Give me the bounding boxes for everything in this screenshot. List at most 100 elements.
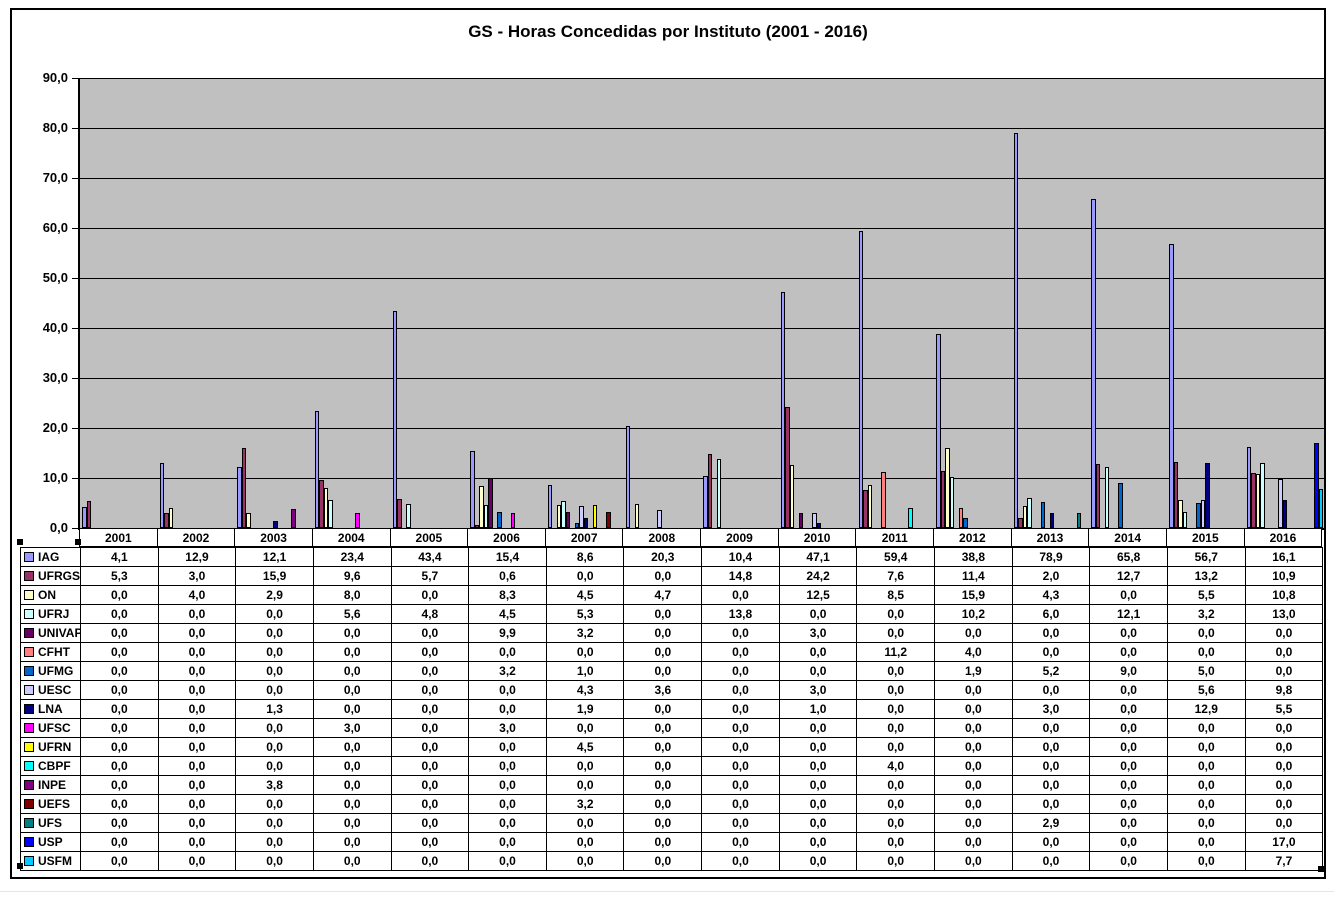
- plot-area[interactable]: [78, 78, 1324, 530]
- bar-UNIVAP-2010[interactable]: [798, 513, 804, 528]
- bar-IAG-2001[interactable]: [82, 507, 87, 528]
- legend-item-USFM[interactable]: USFM: [21, 852, 81, 871]
- bar-ON-2013[interactable]: [1022, 506, 1028, 528]
- bar-UFMG-2015[interactable]: [1196, 503, 1201, 528]
- bar-IAG-2003[interactable]: [237, 467, 242, 528]
- bar-USP-2016[interactable]: [1314, 443, 1319, 528]
- bar-CFHT-2011[interactable]: [881, 472, 886, 528]
- bar-IAG-2005[interactable]: [392, 311, 398, 528]
- bar-UFRGS-2011[interactable]: [863, 490, 868, 528]
- bar-LNA-2015[interactable]: [1205, 463, 1210, 528]
- bar-ON-2007[interactable]: [556, 505, 562, 528]
- bar-UFMG-2014[interactable]: [1118, 483, 1123, 528]
- legend-item-UFRGS[interactable]: UFRGS: [21, 567, 81, 586]
- bar-UNIVAP-2006[interactable]: [488, 478, 493, 528]
- bar-UFRGS-2002[interactable]: [164, 513, 169, 528]
- legend-item-CFHT[interactable]: CFHT: [21, 643, 81, 662]
- bar-UFRJ-2004[interactable]: [328, 500, 333, 528]
- bar-IAG-2006[interactable]: [470, 451, 475, 528]
- bar-UFMG-2007[interactable]: [574, 523, 580, 528]
- bar-UFSC-2006[interactable]: [510, 513, 516, 528]
- legend-item-UFSC[interactable]: UFSC: [21, 719, 81, 738]
- bar-ON-2008[interactable]: [634, 504, 640, 528]
- legend-item-INPE[interactable]: INPE: [21, 776, 81, 795]
- bar-USFM-2016[interactable]: [1318, 489, 1324, 528]
- bar-LNA-2007[interactable]: [583, 518, 589, 528]
- bar-UFRJ-2013[interactable]: [1027, 498, 1032, 528]
- bar-UFRGS-2006[interactable]: [474, 525, 480, 528]
- bar-UFRJ-2016[interactable]: [1260, 463, 1265, 528]
- bar-IAG-2013[interactable]: [1013, 133, 1019, 528]
- legend-item-USP[interactable]: USP: [21, 833, 81, 852]
- bar-UESC-2007[interactable]: [579, 506, 584, 528]
- legend-item-UEFS[interactable]: UEFS: [21, 795, 81, 814]
- bar-UFSC-2004[interactable]: [355, 513, 360, 528]
- chart-data-table[interactable]: IAG 4,1 12,9 12,1 23,4 43,4 15,4 8,6 20,3 10,4 47,…: [20, 547, 1324, 871]
- bar-UFRGS-2004[interactable]: [319, 480, 324, 528]
- bar-UFRGS-2010[interactable]: [785, 407, 790, 528]
- bar-UFRGS-2016[interactable]: [1251, 473, 1256, 528]
- bar-LNA-2010[interactable]: [816, 523, 822, 528]
- bar-UESC-2010[interactable]: [812, 513, 817, 528]
- bar-UFRGS-2015[interactable]: [1173, 462, 1179, 528]
- legend-item-UFMG[interactable]: UFMG: [21, 662, 81, 681]
- legend-item-UFS[interactable]: UFS: [21, 814, 81, 833]
- legend-item-CBPF[interactable]: CBPF: [21, 757, 81, 776]
- bar-LNA-2003[interactable]: [273, 521, 278, 528]
- bar-ON-2010[interactable]: [789, 465, 795, 528]
- bar-CBPF-2011[interactable]: [908, 508, 913, 528]
- bar-LNA-2016[interactable]: [1282, 500, 1288, 528]
- bar-IAG-2004[interactable]: [314, 411, 320, 528]
- bar-ON-2006[interactable]: [479, 486, 484, 528]
- bar-IAG-2014[interactable]: [1091, 199, 1096, 528]
- selection-handle[interactable]: [75, 539, 81, 545]
- bar-ON-2015[interactable]: [1178, 500, 1183, 528]
- bar-UFRJ-2014[interactable]: [1104, 467, 1110, 528]
- bar-UEFS-2007[interactable]: [606, 512, 611, 528]
- bar-IAG-2012[interactable]: [936, 334, 941, 528]
- bar-INPE-2003[interactable]: [291, 509, 296, 528]
- legend-item-LNA[interactable]: LNA: [21, 700, 81, 719]
- legend-item-UESC[interactable]: UESC: [21, 681, 81, 700]
- bar-ON-2002[interactable]: [168, 508, 174, 528]
- bar-IAG-2002[interactable]: [159, 463, 165, 528]
- bar-UFMG-2006[interactable]: [497, 512, 502, 528]
- bar-ON-2011[interactable]: [867, 485, 872, 528]
- legend-item-UFRN[interactable]: UFRN: [21, 738, 81, 757]
- bar-UESC-2016[interactable]: [1278, 479, 1283, 528]
- selection-handle[interactable]: [17, 863, 23, 869]
- bar-ON-2003[interactable]: [246, 513, 251, 528]
- bar-UFRJ-2006[interactable]: [483, 505, 489, 528]
- bar-ON-2012[interactable]: [945, 448, 950, 528]
- bar-UNIVAP-2007[interactable]: [565, 512, 571, 528]
- selection-handle[interactable]: [17, 539, 23, 545]
- bar-UESC-2008[interactable]: [657, 510, 662, 528]
- bar-IAG-2010[interactable]: [780, 292, 786, 528]
- bar-UFRGS-2001[interactable]: [86, 501, 91, 528]
- bar-IAG-2015[interactable]: [1169, 244, 1174, 528]
- bar-UFRGS-2012[interactable]: [940, 471, 946, 528]
- legend-item-ON[interactable]: ON: [21, 586, 81, 605]
- bar-UFRJ-2012[interactable]: [949, 477, 955, 528]
- bar-IAG-2011[interactable]: [858, 231, 863, 528]
- bar-UFRJ-2005[interactable]: [406, 504, 411, 528]
- bar-IAG-2007[interactable]: [547, 485, 553, 528]
- selection-handle[interactable]: [1318, 866, 1324, 872]
- legend-item-IAG[interactable]: IAG: [21, 548, 81, 567]
- bar-UFS-2013[interactable]: [1076, 513, 1082, 528]
- bar-IAG-2009[interactable]: [703, 476, 708, 528]
- bar-IAG-2016[interactable]: [1246, 447, 1252, 528]
- bar-CFHT-2012[interactable]: [958, 508, 964, 528]
- bar-UFRJ-2009[interactable]: [716, 459, 722, 528]
- legend-item-UNIVAP[interactable]: UNIVAP: [21, 624, 82, 643]
- bar-LNA-2013[interactable]: [1049, 513, 1055, 528]
- bar-UFRGS-2014[interactable]: [1095, 464, 1101, 528]
- bar-UFRGS-2009[interactable]: [707, 454, 713, 528]
- bar-ON-2004[interactable]: [323, 488, 329, 528]
- bar-UFMG-2013[interactable]: [1040, 502, 1046, 528]
- bar-UESC-2015[interactable]: [1200, 500, 1206, 528]
- bar-UFRJ-2015[interactable]: [1182, 512, 1188, 528]
- bar-ON-2016[interactable]: [1255, 474, 1261, 528]
- bar-UFRGS-2013[interactable]: [1018, 518, 1023, 528]
- bar-UFRGS-2005[interactable]: [397, 499, 402, 528]
